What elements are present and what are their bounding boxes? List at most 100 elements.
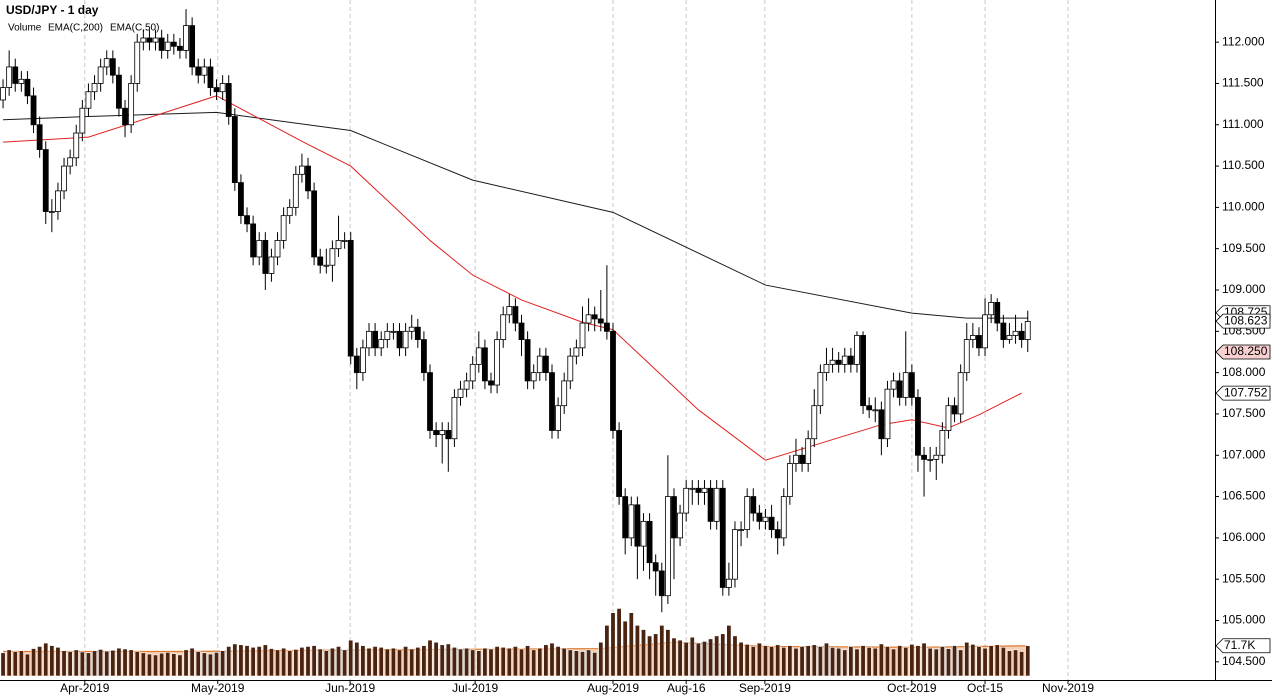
- volume-bar: [854, 648, 860, 677]
- volume-bar: [945, 648, 951, 677]
- volume-bar: [647, 635, 653, 677]
- volume-bar: [714, 635, 720, 677]
- price-flag-label: 71.7K: [1224, 638, 1255, 652]
- volume-bar: [6, 649, 12, 677]
- volume-bar: [750, 646, 756, 677]
- volume-bar: [537, 647, 543, 677]
- price-flag: [1215, 313, 1271, 329]
- y-tick-label: 110.500: [1222, 158, 1265, 172]
- volume-bar: [275, 649, 281, 677]
- volume-bar: [897, 645, 903, 677]
- candle-body: [189, 25, 196, 68]
- volume-bar: [634, 625, 640, 677]
- volume-bar: [726, 625, 732, 677]
- candle-body: [164, 41, 171, 51]
- candle-body: [646, 520, 653, 564]
- candle-body: [482, 347, 488, 382]
- candle-body: [921, 454, 927, 460]
- volume-bar: [354, 641, 360, 677]
- candle-body: [829, 359, 836, 365]
- volume-bar: [281, 647, 287, 677]
- candle-body: [835, 359, 842, 365]
- volume-bar: [433, 641, 439, 677]
- candle-body: [1006, 335, 1013, 340]
- candle-body: [36, 124, 43, 150]
- volume-bar: [140, 652, 146, 677]
- candle-body: [433, 430, 440, 436]
- candle-body: [628, 504, 635, 539]
- volume-bar: [165, 652, 171, 677]
- candle-body: [780, 496, 787, 539]
- volume-bar: [122, 648, 128, 677]
- legend-entry: EMA(C,200): [48, 23, 103, 34]
- volume-bar: [24, 653, 30, 677]
- volume-bar: [665, 629, 671, 677]
- candle-body: [439, 430, 446, 436]
- volume-bar: [860, 645, 866, 677]
- volume-bar: [775, 644, 781, 677]
- volume-bar: [238, 644, 244, 677]
- volume-bar: [878, 643, 884, 677]
- candle-body: [634, 504, 641, 547]
- volume-bar: [305, 646, 311, 677]
- volume-bar: [689, 636, 695, 677]
- volume-bar: [323, 650, 329, 677]
- candle-body: [85, 91, 92, 109]
- price-flag: [1215, 638, 1271, 654]
- price-flag: [1215, 344, 1271, 360]
- x-tick-label: Aug-16: [667, 681, 706, 695]
- y-tick-label: 105.500: [1222, 571, 1266, 585]
- candle-body: [896, 380, 903, 398]
- candle-body: [207, 66, 214, 88]
- candle-body: [280, 215, 287, 241]
- volume-bar: [659, 625, 665, 677]
- candle-body: [500, 314, 507, 340]
- candle-body: [30, 95, 37, 126]
- volume-bar: [482, 647, 488, 677]
- candle-body: [890, 380, 897, 390]
- candle-body: [658, 570, 665, 597]
- volume-bar: [561, 647, 567, 677]
- y-tick-label: 111.000: [1222, 117, 1264, 131]
- volume-bar: [464, 647, 470, 677]
- candle-body: [408, 326, 415, 332]
- candle-body: [225, 83, 232, 117]
- volume-bar: [256, 646, 262, 677]
- candle-body: [414, 326, 421, 340]
- candle-body: [134, 41, 141, 84]
- volume-bar: [964, 641, 970, 677]
- volume-bar: [952, 645, 958, 677]
- candle-body: [591, 314, 598, 320]
- volume-bar: [1019, 651, 1025, 677]
- y-tick-label: 108.000: [1222, 365, 1266, 379]
- volume-bar: [55, 646, 61, 677]
- candle-body: [170, 41, 177, 47]
- candle-body: [128, 83, 135, 126]
- volume-bar: [708, 638, 714, 677]
- volume-bar: [628, 612, 634, 677]
- candle-body: [475, 347, 482, 365]
- volume-bar: [903, 646, 909, 677]
- volume-bar: [653, 633, 659, 677]
- candle-body: [616, 430, 622, 497]
- y-tick-label: 110.000: [1222, 200, 1265, 214]
- volume-bar: [92, 650, 98, 677]
- volume-bar: [1000, 646, 1006, 677]
- volume-bar: [153, 654, 159, 677]
- volume-bar: [762, 645, 768, 677]
- candle-body: [1012, 330, 1019, 336]
- candle-body: [957, 372, 964, 415]
- volume-bar: [159, 652, 165, 677]
- volume-bar: [348, 639, 354, 677]
- candle-body: [488, 380, 494, 386]
- volume-bar: [567, 649, 573, 677]
- candle-body: [73, 132, 80, 159]
- volume-bar: [677, 639, 683, 677]
- candle-body: [268, 256, 275, 274]
- volume-bar: [616, 608, 622, 677]
- candle-body: [603, 322, 610, 332]
- volume-bar: [244, 645, 250, 677]
- chart-title: USD/JPY - 1 day: [6, 3, 99, 17]
- volume-bar: [781, 646, 787, 677]
